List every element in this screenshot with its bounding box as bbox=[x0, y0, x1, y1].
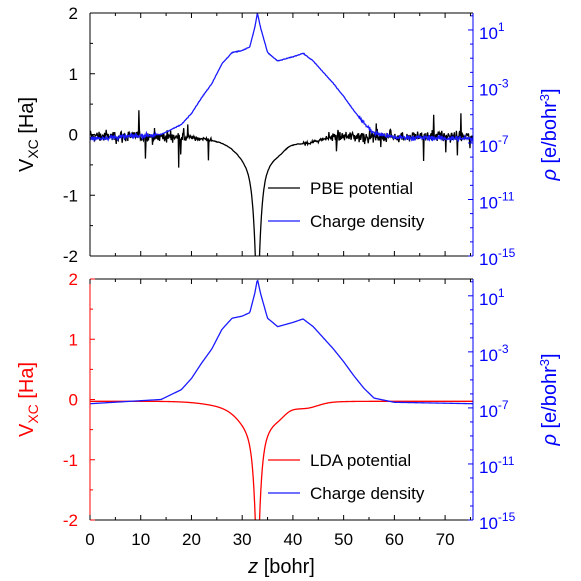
y2-tick-label: 10-7 bbox=[479, 133, 509, 156]
legend-label: Charge density bbox=[310, 212, 425, 231]
y2-tick-label: 10-11 bbox=[479, 189, 515, 212]
y2-tick-label: 10-15 bbox=[479, 246, 516, 269]
y-tick-label: 2 bbox=[69, 4, 78, 23]
series-charge-density-line bbox=[90, 279, 473, 405]
y2-tick-label: 10-3 bbox=[479, 76, 509, 99]
x-tick-label: 70 bbox=[436, 530, 455, 549]
series-charge-density-line bbox=[90, 13, 473, 143]
legend-label: Charge density bbox=[310, 484, 425, 503]
y-tick-label: -1 bbox=[63, 186, 78, 205]
x-tick-label: 30 bbox=[233, 530, 252, 549]
x-tick-label: 40 bbox=[283, 530, 302, 549]
x-tick-label: 20 bbox=[182, 530, 201, 549]
y-tick-label: 0 bbox=[69, 126, 78, 145]
y2-tick-label: 10-11 bbox=[479, 454, 515, 477]
y-tick-label: 2 bbox=[69, 270, 78, 289]
legend-label: LDA potential bbox=[310, 451, 411, 470]
panel-top: 2 1 0 -1 -2 101 10-3 10-7 10-11 10-15 VXC [Ha] ρ [e… bbox=[16, 4, 561, 269]
y-tick-label: -1 bbox=[63, 451, 78, 470]
x-tick-label: 0 bbox=[85, 530, 94, 549]
y2-tick-label: 10-7 bbox=[479, 398, 509, 421]
y-axis-label: VXC [Ha] bbox=[16, 97, 41, 172]
y2-tick-label: 10-15 bbox=[479, 510, 516, 533]
y-tick-label: 0 bbox=[69, 391, 78, 410]
y-tick-label: 1 bbox=[69, 65, 78, 84]
series-lda-potential-line bbox=[90, 400, 473, 520]
y-tick-label: 1 bbox=[69, 330, 78, 349]
y2-axis-label: ρ [e/bohr3] bbox=[537, 353, 561, 446]
x-tick-label: 60 bbox=[385, 530, 404, 549]
x-tick-label: 50 bbox=[334, 530, 353, 549]
y-tick-label: -2 bbox=[63, 247, 78, 266]
x-axis-label: z [bohr] bbox=[247, 556, 315, 578]
y-tick-label: -2 bbox=[63, 511, 78, 530]
x-tick-label: 10 bbox=[131, 530, 150, 549]
y2-tick-label: 10-3 bbox=[479, 342, 509, 365]
legend-label: PBE potential bbox=[310, 179, 413, 198]
y2-tick-label: 101 bbox=[479, 286, 505, 309]
y2-tick-label: 101 bbox=[479, 20, 505, 43]
y2-axis-label: ρ [e/bohr3] bbox=[537, 88, 561, 181]
y-axis-label: VXC [Ha] bbox=[16, 362, 41, 437]
